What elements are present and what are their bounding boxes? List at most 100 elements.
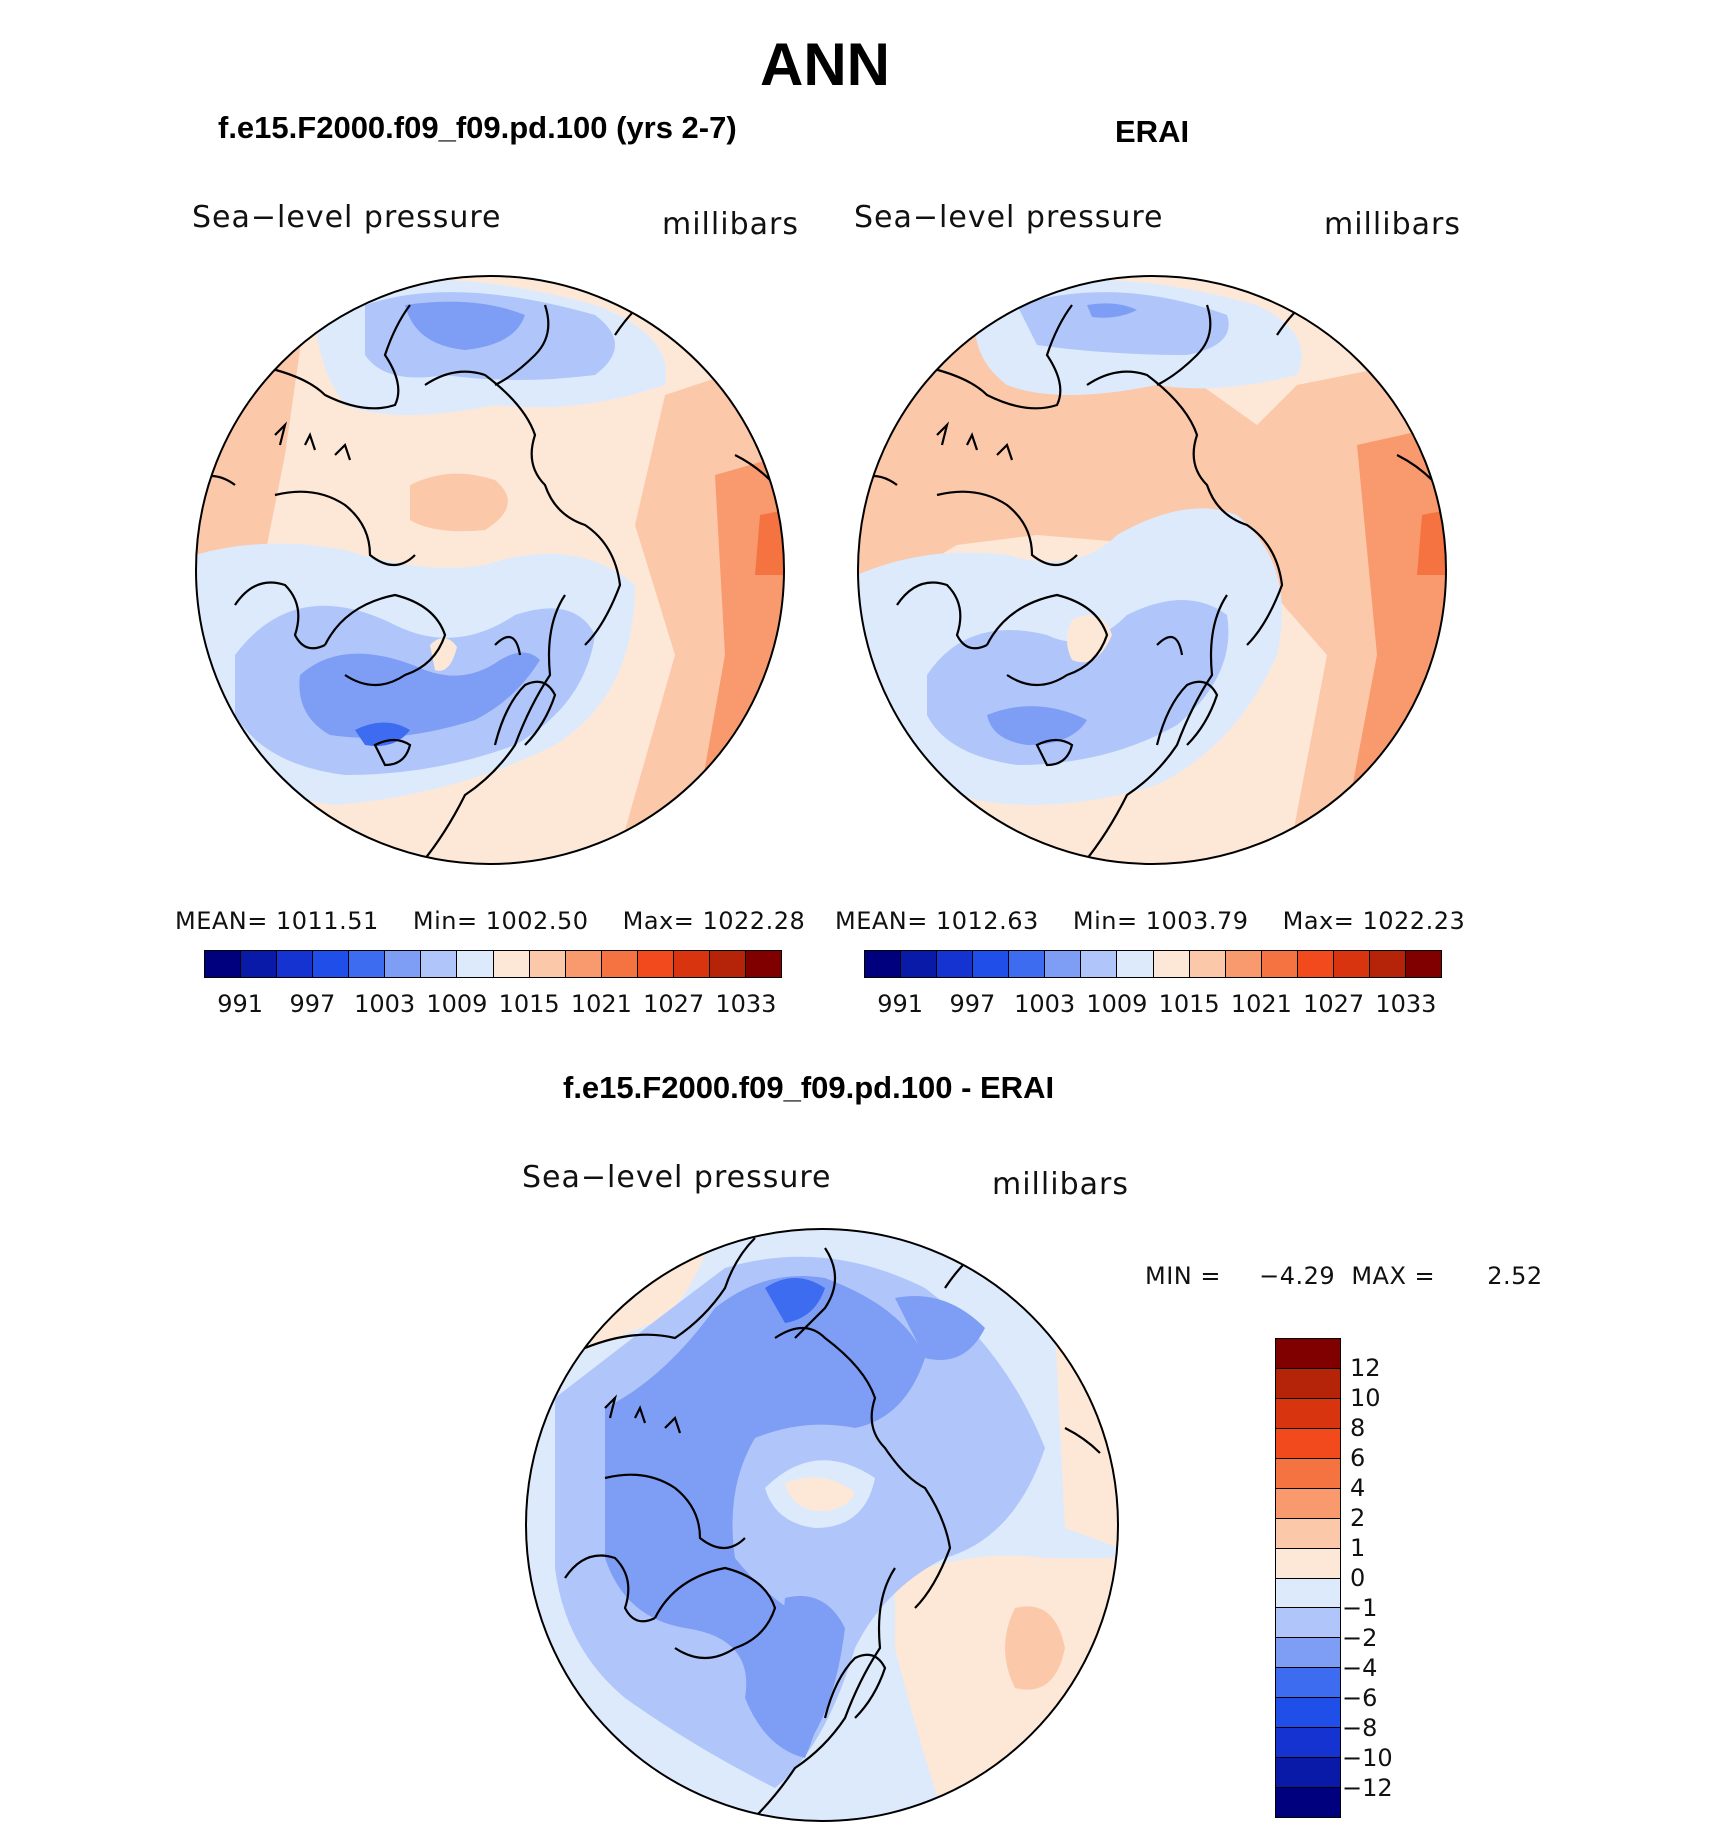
colorbar-tick-label: 1003	[1014, 990, 1076, 1018]
panel-2-mean-value: 1012.63	[936, 907, 1039, 935]
colorbar-tick-label: 2	[1350, 1504, 1366, 1532]
colorbar-swatch	[313, 951, 350, 977]
colorbar-tick-label: 997	[289, 990, 336, 1018]
panel-2-units-label: millibars	[1324, 207, 1461, 242]
colorbar-tick-label: −4	[1342, 1654, 1378, 1682]
colorbar-swatch	[1117, 951, 1154, 977]
colorbar-swatch	[241, 951, 278, 977]
colorbar-swatch	[1276, 1788, 1340, 1817]
colorbar-swatch	[1045, 951, 1082, 977]
panel-2-colorbar-ticks: 991 997 1003 1009 1015 1021 1027 1033	[864, 990, 1442, 1020]
colorbar-swatch	[1276, 1488, 1340, 1519]
panel-2-colorbar	[864, 950, 1442, 978]
colorbar-tick-label: 1015	[1158, 990, 1220, 1018]
panel-2-min-value: 1003.79	[1145, 907, 1249, 935]
colorbar-swatch	[1297, 951, 1334, 977]
diff-polar-map	[525, 1228, 1119, 1822]
colorbar-swatch	[1276, 1728, 1340, 1759]
colorbar-swatch	[1261, 951, 1298, 977]
colorbar-swatch	[1276, 1638, 1340, 1669]
colorbar-swatch	[1276, 1548, 1340, 1579]
colorbar-swatch	[1276, 1758, 1340, 1789]
colorbar-swatch	[865, 951, 902, 977]
colorbar-tick-label: 991	[217, 990, 264, 1018]
colorbar-tick-label: 1027	[643, 990, 705, 1018]
colorbar-swatch	[901, 951, 938, 977]
colorbar-tick-label: 1	[1350, 1534, 1366, 1562]
diff-colorbar-ticks: 12 10 8 6 4 2 1 0 −1 −2 −4 −6 −8 −10 −12	[1342, 1338, 1430, 1818]
colorbar-swatch	[1009, 951, 1046, 977]
colorbar-tick-label: 1021	[1230, 990, 1292, 1018]
colorbar-swatch	[385, 951, 422, 977]
colorbar-swatch	[1276, 1698, 1340, 1729]
colorbar-tick-label: 8	[1350, 1414, 1366, 1442]
colorbar-swatch	[1276, 1518, 1340, 1549]
colorbar-swatch	[1276, 1428, 1340, 1459]
colorbar-swatch	[1189, 951, 1226, 977]
diff-panel-title: f.e15.F2000.f09_f09.pd.100 - ERAI	[563, 1070, 1055, 1105]
colorbar-tick-label: 1033	[715, 990, 777, 1018]
colorbar-tick-label: −2	[1342, 1624, 1378, 1652]
panel-1-title: f.e15.F2000.f09_f09.pd.100 (yrs 2-7)	[218, 110, 737, 145]
colorbar-tick-label: −6	[1342, 1684, 1378, 1712]
colorbar-tick-label: 1021	[570, 990, 632, 1018]
panel-1-mean-label: MEAN=	[175, 907, 268, 935]
colorbar-swatch	[1276, 1608, 1340, 1639]
panel-2-title: ERAI	[1115, 114, 1190, 149]
colorbar-tick-label: 1027	[1303, 990, 1365, 1018]
panel-1-min-value: 1002.50	[485, 907, 589, 935]
diff-min-label: MIN =	[1145, 1262, 1221, 1290]
panel-1-units-label: millibars	[662, 207, 799, 242]
colorbar-swatch	[565, 951, 602, 977]
diff-min-value: −4.29	[1259, 1262, 1336, 1290]
colorbar-swatch	[493, 951, 530, 977]
colorbar-tick-label: 4	[1350, 1474, 1366, 1502]
colorbar-swatch	[457, 951, 494, 977]
colorbar-swatch	[529, 951, 566, 977]
colorbar-swatch	[1276, 1339, 1340, 1369]
colorbar-tick-label: −12	[1342, 1774, 1393, 1802]
colorbar-swatch	[1081, 951, 1118, 977]
colorbar-swatch	[1276, 1398, 1340, 1429]
colorbar-swatch	[709, 951, 746, 977]
panel-2-mean-label: MEAN=	[835, 907, 928, 935]
colorbar-swatch	[601, 951, 638, 977]
diff-units-label: millibars	[992, 1167, 1129, 1202]
colorbar-swatch	[1369, 951, 1406, 977]
colorbar-tick-label: 1003	[354, 990, 416, 1018]
colorbar-swatch	[1276, 1578, 1340, 1609]
colorbar-tick-label: −1	[1342, 1594, 1378, 1622]
diff-max-value: 2.52	[1487, 1262, 1543, 1290]
colorbar-swatch	[637, 951, 674, 977]
main-title: ANN	[760, 31, 890, 98]
panel-1-mean-value: 1011.51	[276, 907, 379, 935]
colorbar-swatch	[349, 951, 386, 977]
colorbar-swatch	[1276, 1458, 1340, 1489]
diff-max-label: MAX =	[1351, 1262, 1436, 1290]
colorbar-swatch	[1225, 951, 1262, 977]
colorbar-tick-label: −8	[1342, 1714, 1378, 1742]
colorbar-swatch	[1333, 951, 1370, 977]
colorbar-swatch	[1276, 1368, 1340, 1399]
panel-1-min-label: Min=	[412, 907, 478, 935]
colorbar-swatch	[673, 951, 710, 977]
colorbar-swatch	[421, 951, 458, 977]
colorbar-tick-label: 1009	[426, 990, 488, 1018]
panel-1-polar-map	[195, 275, 785, 865]
panel-1-max-value: 1022.28	[702, 907, 806, 935]
colorbar-swatch	[745, 951, 781, 977]
colorbar-swatch	[973, 951, 1010, 977]
panel-2-max-label: Max=	[1282, 907, 1355, 935]
diff-colorbar	[1275, 1338, 1341, 1818]
colorbar-tick-label: −10	[1342, 1744, 1393, 1772]
panel-1-variable-label: Sea−level pressure	[192, 200, 502, 235]
panel-2-min-label: Min=	[1072, 907, 1138, 935]
colorbar-swatch	[1153, 951, 1190, 977]
panel-1-colorbar-ticks: 991 997 1003 1009 1015 1021 1027 1033	[204, 990, 782, 1020]
colorbar-tick-label: 6	[1350, 1444, 1366, 1472]
colorbar-tick-label: 1015	[498, 990, 560, 1018]
colorbar-swatch	[937, 951, 974, 977]
colorbar-tick-label: 1033	[1375, 990, 1437, 1018]
panel-2-max-value: 1022.23	[1362, 907, 1466, 935]
colorbar-swatch	[1405, 951, 1441, 977]
